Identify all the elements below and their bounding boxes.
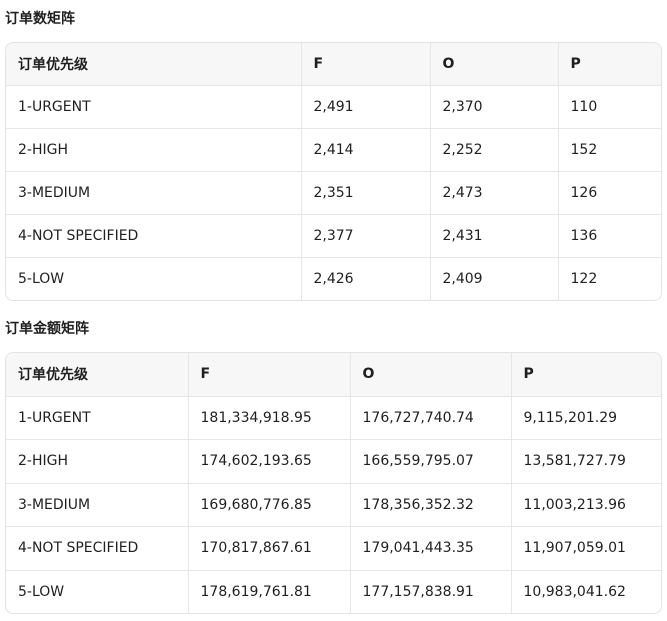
table-container: 订单优先级 F O P 1-URGENT 181,334,918.95 176,727,74… <box>5 352 662 614</box>
table-row: 3-MEDIUM 2,351 2,473 126 <box>6 171 661 215</box>
table-cell: 2,426 <box>301 257 431 300</box>
table-cell: 178,356,352.32 <box>350 483 512 527</box>
table-cell: 4-NOT SPECIFIED <box>6 526 189 571</box>
table-cell: 2,491 <box>301 85 431 129</box>
table-row: 5-LOW 2,426 2,409 122 <box>6 257 661 300</box>
table-cell: 2,252 <box>430 128 559 172</box>
header-cell: F <box>188 353 351 397</box>
table: 订单优先级 F O P 1-URGENT 2,491 2,370 110 2-HIGH 2,414… <box>6 43 661 300</box>
table-cell: 11,003,213.96 <box>511 483 661 527</box>
table-cell: 5-LOW <box>6 257 302 300</box>
header-cell: F <box>301 43 431 86</box>
table-cell: 3-MEDIUM <box>6 483 189 527</box>
header-row: 订单优先级 F O P <box>6 43 661 86</box>
table-row: 2-HIGH 174,602,193.65 166,559,795.07 13,581… <box>6 439 661 484</box>
table-cell: 2-HIGH <box>6 439 189 484</box>
header-cell: P <box>511 353 661 397</box>
table-cell: 13,581,727.79 <box>511 439 661 484</box>
table-cell: 2,351 <box>301 171 431 215</box>
table-cell: 2,414 <box>301 128 431 172</box>
table: 订单优先级 F O P 1-URGENT 181,334,918.95 176,727,74… <box>6 353 661 613</box>
table-cell: 1-URGENT <box>6 396 189 440</box>
table-cell: 136 <box>558 214 661 258</box>
table-cell: 11,907,059.01 <box>511 526 661 571</box>
table-cell: 170,817,867.61 <box>188 526 351 571</box>
table-cell: 2,370 <box>430 85 559 129</box>
header-cell: P <box>558 43 661 86</box>
table-cell: 2,409 <box>430 257 559 300</box>
table-cell: 5-LOW <box>6 570 189 613</box>
table-cell: 2,473 <box>430 171 559 215</box>
table-cell: 4-NOT SPECIFIED <box>6 214 302 258</box>
table-cell: 122 <box>570 271 598 287</box>
table-cell: 110 <box>558 85 661 129</box>
table-row: 1-URGENT 181,334,918.95 176,727,740.74 9,11… <box>6 396 661 440</box>
table-cell: 176,727,740.74 <box>350 396 512 440</box>
table-cell: 2,377 <box>301 214 431 258</box>
table-row: 5-LOW 178,619,761.81 177,157,838.91 10,983,… <box>6 570 661 613</box>
table-cell: 178,619,761.81 <box>188 570 351 613</box>
table-cell: 3-MEDIUM <box>6 171 302 215</box>
header-cell: 订单优先级 <box>6 353 189 397</box>
table-row: 3-MEDIUM 169,680,776.85 178,356,352.32 11,0… <box>6 483 661 527</box>
table-row: 4-NOT SPECIFIED 2,377 2,431 136 <box>6 214 661 258</box>
table-cell: 10,983,041.62 <box>523 583 626 600</box>
table-cell: 2-HIGH <box>6 128 302 172</box>
table-cell: 2,431 <box>430 214 559 258</box>
table-row: 4-NOT SPECIFIED 170,817,867.61 179,041,443… <box>6 526 661 571</box>
section-title: 订单数矩阵 <box>5 11 75 27</box>
header-cell: O <box>430 43 559 86</box>
section-title: 订单金额矩阵 <box>5 321 89 337</box>
table-cell: 152 <box>558 128 661 172</box>
table-cell: 179,041,443.35 <box>350 526 512 571</box>
table-row: 1-URGENT 2,491 2,370 110 <box>6 85 661 129</box>
header-cell: 订单优先级 <box>6 43 302 86</box>
table-container: 订单优先级 F O P 1-URGENT 2,491 2,370 110 2-HIGH 2,414… <box>5 42 662 301</box>
table-row: 2-HIGH 2,414 2,252 152 <box>6 128 661 172</box>
header-cell: O <box>350 353 512 397</box>
table-cell: 166,559,795.07 <box>350 439 512 484</box>
header-row: 订单优先级 F O P <box>6 353 661 397</box>
table-cell: 177,157,838.91 <box>350 570 512 613</box>
table-cell: 169,680,776.85 <box>188 483 351 527</box>
table-cell: 9,115,201.29 <box>511 396 661 440</box>
table-cell: 1-URGENT <box>6 85 302 129</box>
table-cell: 126 <box>558 171 661 215</box>
table-cell: 174,602,193.65 <box>188 439 351 484</box>
table-cell: 181,334,918.95 <box>188 396 351 440</box>
